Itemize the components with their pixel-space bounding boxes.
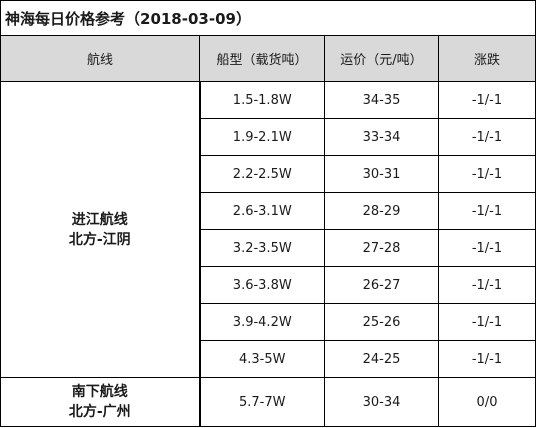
ship-type-cell: 4.3-5W: [199, 340, 325, 378]
change-cell: -1/-1: [437, 155, 536, 193]
table-row: 3.9-4.2W 25-26 -1/-1: [1, 303, 536, 341]
header-ship-type: 船型（载货吨）: [199, 35, 325, 82]
ship-type-cell: 5.7-7W: [199, 377, 325, 427]
change-cell: -1/-1: [437, 340, 536, 378]
table-row: 3.6-3.8W 26-27 -1/-1: [1, 266, 536, 304]
ship-type-cell: 3.9-4.2W: [199, 303, 325, 341]
freight-cell: 30-34: [324, 377, 439, 427]
freight-cell: 33-34: [324, 118, 439, 156]
change-cell: 0/0: [437, 377, 536, 427]
freight-cell: 28-29: [324, 192, 439, 230]
table-row: 1.9-2.1W 33-34 -1/-1: [1, 118, 536, 156]
table-row: 进江航线 北方-江阴 1.5-1.8W 34-35 -1/-1: [0, 81, 536, 378]
table-row: 南下航线 北方-广州 5.7-7W 30-34 0/0: [0, 377, 536, 427]
route-name-cell: 南下航线 北方-广州: [0, 377, 201, 427]
header-freight: 运价（元/吨）: [324, 35, 439, 82]
freight-cell: 27-28: [324, 229, 439, 267]
title-row: 神海每日价格参考（2018-03-09）: [0, 0, 536, 36]
route-name-cell: 进江航线 北方-江阴: [0, 81, 201, 378]
freight-cell: 26-27: [324, 266, 439, 304]
route-name-line1: 进江航线: [71, 211, 128, 228]
route-name-line2: 北方-江阴: [68, 231, 131, 248]
ship-type-cell: 3.6-3.8W: [199, 266, 325, 304]
table-row: 3.2-3.5W 27-28 -1/-1: [1, 229, 536, 267]
header-route: 航线: [0, 35, 200, 82]
ship-type-cell: 1.5-1.8W: [199, 81, 325, 119]
change-cell: -1/-1: [437, 303, 536, 341]
ship-type-cell: 3.2-3.5W: [199, 229, 325, 267]
table-row: 2.6-3.1W 28-29 -1/-1: [1, 192, 536, 230]
change-cell: -1/-1: [437, 81, 536, 119]
table-row: 2.2-2.5W 30-31 -1/-1: [1, 155, 536, 193]
freight-cell: 34-35: [324, 81, 439, 119]
ship-type-cell: 2.6-3.1W: [199, 192, 325, 230]
route-name-line1: 南下航线: [71, 384, 128, 400]
header-row: 航线 船型（载货吨） 运价（元/吨） 涨跌: [0, 35, 536, 82]
header-change: 涨跌: [437, 35, 536, 82]
ship-type-cell: 2.2-2.5W: [199, 155, 325, 193]
freight-cell: 25-26: [324, 303, 439, 341]
freight-cell: 24-25: [324, 340, 439, 378]
ship-type-cell: 1.9-2.1W: [199, 118, 325, 156]
change-cell: -1/-1: [437, 118, 536, 156]
change-cell: -1/-1: [437, 266, 536, 304]
change-cell: -1/-1: [437, 192, 536, 230]
table-row: 4.3-5W 24-25 -1/-1: [1, 340, 536, 378]
change-cell: -1/-1: [437, 229, 536, 267]
page-title: 神海每日价格参考（2018-03-09）: [0, 0, 536, 36]
route-name-line2: 北方-广州: [68, 404, 131, 420]
freight-cell: 30-31: [324, 155, 439, 193]
